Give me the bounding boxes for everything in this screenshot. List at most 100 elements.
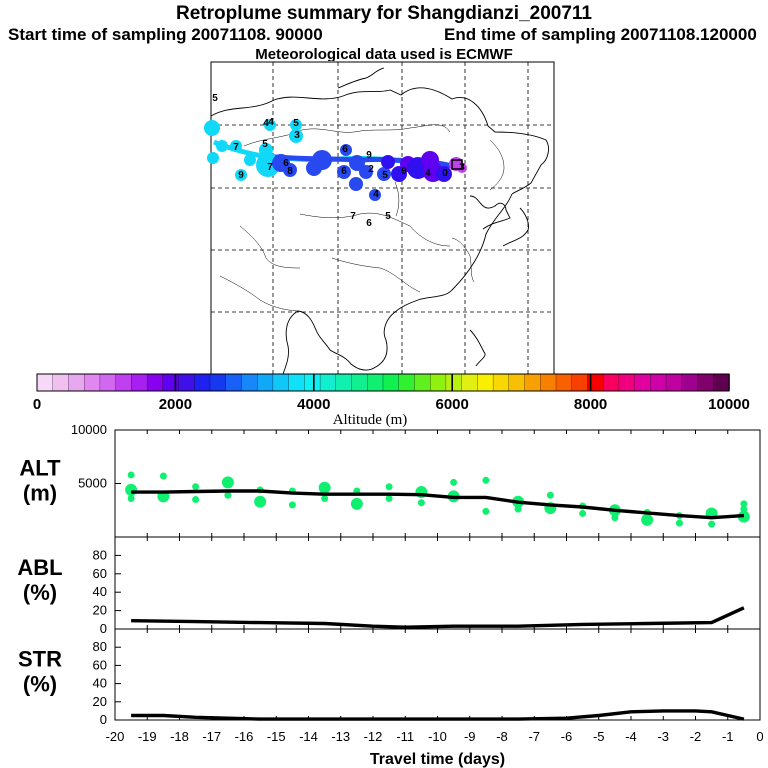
x-tick-label: -20 [106,729,125,744]
trajectory-blob [235,169,247,181]
x-tick-label: -2 [690,729,702,744]
trajectory-label: 4 [263,118,269,129]
altitude-point [254,495,267,508]
trajectory-label: 9 [238,170,244,181]
altitude-point [450,478,458,486]
altitude-point [125,483,138,496]
trajectory-label: 9 [366,150,372,161]
colorbar-cell [68,373,85,392]
x-tick-label: -9 [464,729,476,744]
x-tick-label: -17 [202,729,221,744]
colorbar-cell [351,373,369,392]
colorbar-cell [288,373,306,392]
trajectory-label: 5 [293,118,299,129]
altitude-point [318,481,331,494]
coastline-peninsula [297,310,396,371]
colorbar-cell [414,373,431,392]
x-tick-label: -19 [138,729,157,744]
panel-frame [114,536,761,630]
altitude-point [192,483,200,491]
end-time-label: End time of sampling 20071108.120000 [444,25,757,44]
trajectory-label: 3 [294,130,300,141]
y-tick-label: 60 [93,657,107,672]
x-tick-label: -18 [170,729,189,744]
colorbar-cell [241,373,258,392]
x-tick-label: -5 [593,729,605,744]
y-tick-label: 20 [93,694,107,709]
altitude-point [127,494,135,502]
colorbar-cell [524,373,542,392]
altitude-point [159,472,167,480]
trajectory-label: 4 [268,117,274,128]
panel-frame [114,628,761,721]
trajectory-label: 7 [267,162,273,173]
colorbar: 0 2000 4000 6000 8000 10000 Altitude (m) [33,373,750,428]
x-tick-label: -12 [364,729,383,744]
map-borders [219,124,505,312]
y-label: ABL [17,555,62,580]
x-tick-label: -8 [496,729,508,744]
receptor-marker [451,159,463,170]
colorbar-cell [335,373,353,392]
trajectory-label: 5 [382,170,388,181]
altitude-point [546,491,554,499]
colorbar-cell [36,373,54,392]
altitude-point [675,519,683,527]
trajectory-label: 7 [233,142,239,153]
chart-title: Retroplume summary for Shangdianzi_20071… [175,3,593,24]
altitude-point [350,497,363,510]
colorbar-cell [194,373,211,392]
colorbar-cell [84,373,101,392]
colorbar-cell [257,373,274,392]
colorbar-cell [430,373,447,392]
y-label-unit: (%) [23,672,57,697]
met-data-label: Meteorological data used is ECMWF [255,47,513,61]
border-sw [219,275,299,312]
altitude-point [385,483,393,491]
trajectory-label: 7 [350,211,356,222]
y-label: ALT [19,456,61,481]
coastlines [210,67,549,375]
colorbar-cell [162,373,180,392]
trajectory-label: 9 [401,166,407,177]
altitude-point [127,471,135,479]
y-label: STR [18,647,62,672]
colorbar-tick-label: 10000 [708,396,750,413]
trajectory-blob [230,140,242,152]
y-tick-label: 20 [93,603,107,618]
y-tick-label: 5000 [78,476,107,491]
x-tick-label: -4 [625,729,637,744]
y-tick-label: 40 [93,676,107,691]
coastline-gulf [469,195,511,230]
colorbar-cell [650,373,667,392]
altitude-point [740,500,748,508]
trajectory-label: 4 [373,189,379,200]
border-south [331,257,421,293]
colorbar-cell [665,373,683,392]
y-tick-label: 10000 [71,422,107,437]
border-west [239,225,301,269]
x-tick-label: -16 [235,729,254,744]
trajectory-label: 8 [287,166,293,177]
coastline-east [394,193,513,313]
altitude-point [385,494,393,502]
x-tick-label: -10 [428,729,447,744]
map-gridlines [211,62,554,374]
colorbar-tick-label: 0 [33,396,41,413]
border-ne [489,139,505,191]
altitude-point [579,509,587,517]
trajectory-label: 4 [425,168,431,179]
border-mid [394,181,400,217]
altitude-point [224,491,232,499]
trajectory-blob [207,152,219,164]
colorbar-cell [304,373,321,392]
trajectory-label: 2 [368,164,374,175]
altitude-point [482,476,490,484]
abl-panel: 0 20 40 60 80 ABL(%) [17,536,761,636]
trajectory-label: 5 [385,211,391,222]
time-series-panels: 500010000ALT(m)020406080ABL(%)020406080S… [17,422,763,768]
colorbar-cell [178,373,196,392]
trajectory-label: 0 [442,168,448,179]
y-tick-label: 60 [93,566,107,581]
